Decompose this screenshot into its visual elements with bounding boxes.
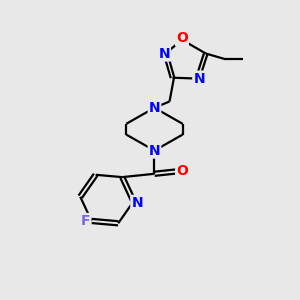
Text: N: N bbox=[148, 101, 160, 115]
Text: N: N bbox=[193, 72, 205, 86]
Text: O: O bbox=[176, 164, 188, 178]
Text: N: N bbox=[131, 196, 143, 210]
Text: N: N bbox=[158, 46, 170, 61]
Text: O: O bbox=[176, 31, 188, 45]
Text: F: F bbox=[81, 214, 90, 228]
Text: N: N bbox=[148, 144, 160, 158]
